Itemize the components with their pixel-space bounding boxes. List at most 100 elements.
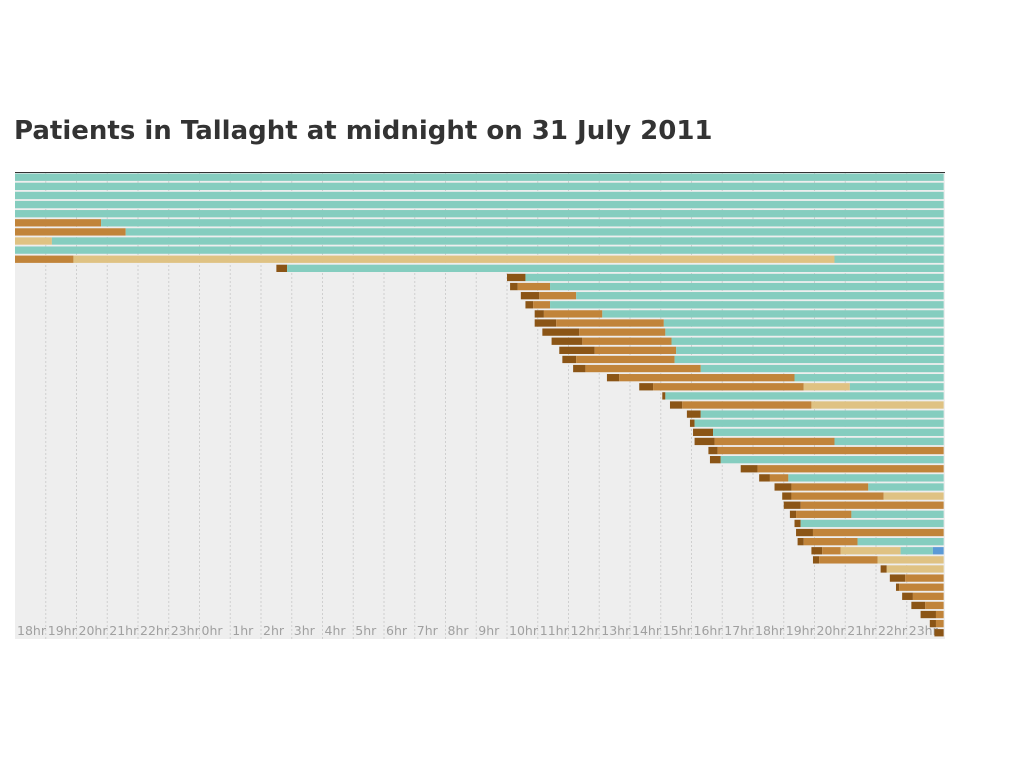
bar-segment	[800, 519, 944, 528]
bar-segment	[606, 374, 620, 382]
bar-segment	[757, 465, 944, 473]
bar-segment	[520, 292, 540, 300]
bar-segment	[883, 492, 944, 500]
bar-segment	[791, 492, 884, 500]
bar-segment	[935, 619, 944, 628]
bar-segment	[689, 419, 695, 427]
bar-segment	[15, 200, 944, 209]
bar-segment	[682, 401, 812, 409]
bar-segment	[525, 273, 944, 282]
bar-segment	[925, 601, 944, 610]
bar-segment	[556, 319, 664, 327]
x-tick-label: 2hr	[263, 623, 285, 638]
bar-segment	[812, 556, 820, 564]
bar-segment	[73, 255, 835, 263]
patient-timeline-chart: 18hr 19hr 20hr 21hr 22hr 23hr 0hr 1hr 2hr 3hr 4hr 5…	[14, 172, 946, 640]
x-tick-label: 21hr	[109, 623, 139, 638]
bar-segment	[15, 182, 944, 191]
x-tick-label: 22hr	[140, 623, 170, 638]
bar-segment	[769, 474, 789, 482]
bar-segment	[812, 528, 944, 537]
bar-segment	[669, 401, 683, 409]
bar-segment	[920, 610, 936, 619]
bar-segment	[694, 437, 715, 446]
bar-segment	[796, 510, 852, 518]
bar-segment	[671, 337, 944, 345]
bar-segment	[543, 310, 603, 318]
bar-segment	[686, 410, 701, 418]
bar-segment	[788, 474, 944, 482]
bar-segment	[717, 446, 944, 455]
bar-segment	[602, 310, 944, 318]
bar-segment	[639, 383, 654, 391]
bar-segment	[857, 538, 944, 546]
bar-segment	[276, 264, 288, 272]
bar-segment	[877, 556, 944, 564]
bar-segment	[834, 437, 944, 446]
x-tick-label: 18hr	[17, 623, 47, 638]
bar-segment	[935, 610, 944, 619]
x-tick-label: 20hr	[79, 623, 109, 638]
x-tick-label: 22hr	[878, 623, 908, 638]
x-tick-label: 14hr	[632, 623, 662, 638]
x-tick-label: 19hr	[48, 623, 78, 638]
bar-segment	[819, 556, 878, 564]
bar-segment	[594, 346, 677, 354]
bar-segment	[797, 538, 804, 546]
chart-canvas: 18hr 19hr 20hr 21hr 22hr 23hr 0hr 1hr 2hr 3hr 4hr 5…	[15, 172, 945, 639]
bar-segment	[899, 583, 944, 591]
bar-segment	[834, 255, 944, 263]
bar-segment	[759, 474, 770, 482]
bar-segment	[900, 547, 933, 555]
bar-segment	[15, 173, 944, 181]
bar-segment	[653, 383, 804, 391]
bar-segment	[534, 319, 557, 327]
chart-title: Patients in Tallaght at midnight on 31 J…	[14, 116, 713, 146]
bar-segment	[800, 501, 944, 509]
x-tick-label: 12hr	[571, 623, 601, 638]
x-tick-label: 7hr	[417, 623, 439, 638]
bar-segment	[287, 264, 944, 272]
bar-segment	[15, 191, 944, 200]
bar-segment	[803, 538, 858, 546]
bar-segment	[665, 328, 944, 336]
bar-segment	[889, 574, 906, 582]
bar-segment	[713, 428, 944, 436]
bar-segment	[51, 237, 944, 245]
bar-segment	[912, 592, 944, 600]
x-tick-label: 19hr	[786, 623, 816, 638]
bar-segment	[794, 374, 944, 382]
bar-segment	[905, 574, 944, 582]
bar-segment	[542, 328, 580, 336]
bar-segment	[851, 510, 944, 518]
bar-segment	[740, 465, 758, 473]
x-tick-label: 1hr	[232, 623, 254, 638]
bar-segment	[902, 592, 913, 600]
bar-segment	[895, 583, 900, 591]
bar-segment	[585, 364, 701, 373]
bar-segment	[789, 510, 797, 518]
bar-segment	[840, 547, 901, 555]
x-tick-label: 9hr	[478, 623, 500, 638]
x-tick-label: 0hr	[202, 623, 224, 638]
bar-segment	[694, 419, 944, 427]
bar-segment	[849, 383, 944, 391]
x-tick-label: 10hr	[509, 623, 539, 638]
bar-segment	[619, 374, 795, 382]
bar-segment	[539, 292, 577, 300]
bar-segment	[15, 228, 126, 236]
bar-segment	[720, 456, 944, 464]
bar-segment	[674, 355, 944, 364]
bar-segment	[510, 282, 518, 291]
bar-segment	[551, 337, 583, 345]
bar-segment	[911, 601, 926, 610]
bar-segment	[559, 346, 595, 354]
bar-segment	[507, 273, 526, 282]
x-tick-label: 4hr	[325, 623, 347, 638]
bar-segment	[517, 282, 551, 291]
bar-segment	[709, 456, 721, 464]
bar-segment	[783, 501, 801, 509]
bar-segment	[15, 237, 52, 245]
x-tick-label: 6hr	[386, 623, 408, 638]
x-tick-label: 8hr	[448, 623, 470, 638]
